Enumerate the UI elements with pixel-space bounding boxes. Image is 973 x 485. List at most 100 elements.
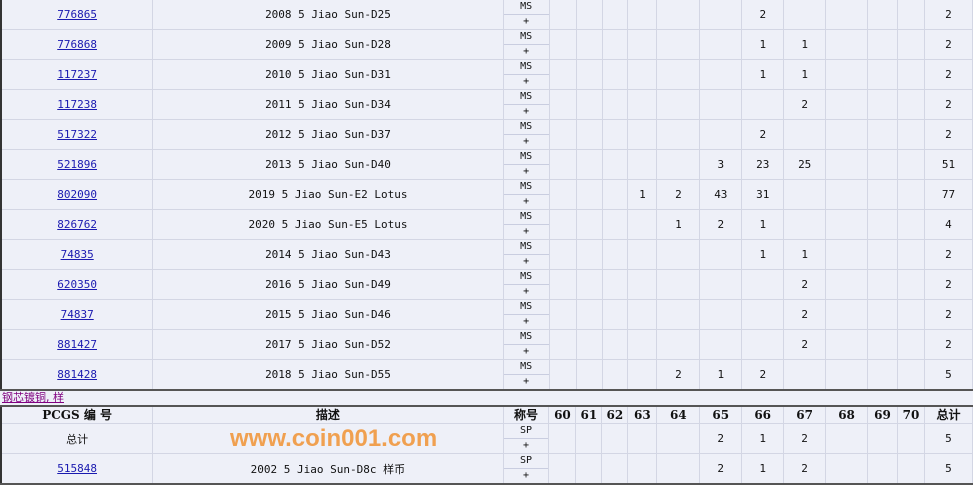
grade-label: MS — [504, 301, 549, 315]
grade-count-cell — [867, 89, 899, 120]
grade-count-cell — [741, 89, 785, 120]
total-cell: 2 — [923, 299, 973, 330]
grade-count-cell — [601, 59, 629, 90]
grade-count-cell — [656, 29, 701, 60]
grade-count-cell — [656, 423, 701, 454]
grade-count-cell — [656, 269, 701, 300]
grade-count-cell — [601, 453, 629, 485]
grade-label: + — [523, 226, 530, 237]
pcgs-id-link[interactable]: 826762 — [57, 218, 98, 231]
grade-count-cell — [575, 59, 603, 90]
pcgs-id-cell: 517322 — [0, 119, 154, 150]
pcgs-id-link[interactable]: 776865 — [57, 8, 98, 21]
description-cell: 2009 5 Jiao Sun-D28 — [152, 29, 504, 60]
pcgs-id-link[interactable]: 74835 — [60, 248, 94, 261]
grade-cell: MS + — [502, 239, 550, 270]
grade-cell: MS + — [502, 359, 550, 391]
pcgs-id-link[interactable]: 521896 — [57, 158, 98, 171]
grade-count-cell: 3 — [699, 149, 743, 180]
grade-count-cell — [601, 89, 629, 120]
grade-count-cell: 1 — [741, 209, 785, 240]
total-cell: 5 — [923, 453, 973, 485]
column-header: 称号 — [502, 405, 550, 424]
grade-count-cell — [897, 239, 925, 270]
grade-count-cell — [897, 329, 925, 360]
grade-count-cell — [548, 179, 577, 210]
grade-count-cell: 1 — [741, 29, 785, 60]
grade-label: MS — [504, 1, 549, 15]
grade-label: + — [523, 376, 530, 387]
column-header: 总计 — [923, 405, 973, 424]
grade-count-cell — [656, 453, 701, 485]
grade-count-cell — [548, 423, 577, 454]
grade-label: MS — [504, 211, 549, 225]
grade-count-cell — [897, 359, 925, 391]
grade-count-cell — [548, 359, 577, 391]
pcgs-id-link[interactable]: 881428 — [57, 368, 98, 381]
grade-label: + — [523, 46, 530, 57]
table-row: 517322 2012 5 Jiao Sun-D37 MS +2 2 — [0, 119, 973, 150]
grade-count-cell — [825, 299, 869, 330]
grade-label: + — [523, 256, 530, 267]
grade-count-cell — [548, 239, 577, 270]
grade-count-cell — [548, 0, 577, 30]
grade-label: SP — [504, 454, 548, 469]
column-header: 69 — [867, 405, 898, 424]
pcgs-id-cell: 521896 — [0, 149, 154, 180]
description-cell: 2015 5 Jiao Sun-D46 — [152, 299, 504, 330]
grade-count-cell: 2 — [783, 453, 827, 485]
pcgs-id-link[interactable]: 776868 — [57, 38, 98, 51]
pcgs-id-cell: 776868 — [0, 29, 154, 60]
grade-count-cell — [825, 209, 869, 240]
grade-count-cell: 1 — [741, 423, 785, 454]
column-header: 66 — [741, 405, 785, 424]
pcgs-id-link[interactable]: 74837 — [60, 308, 94, 321]
grade-cell: MS + — [502, 59, 550, 90]
total-cell: 2 — [923, 89, 973, 120]
pcgs-id-cell: 802090 — [0, 179, 154, 210]
grade-count-cell — [627, 423, 658, 454]
grade-count-cell — [656, 149, 701, 180]
grade-count-cell — [825, 29, 869, 60]
grade-count-cell: 2 — [783, 269, 827, 300]
total-cell: 2 — [923, 239, 973, 270]
pcgs-id-link[interactable]: 881427 — [57, 338, 98, 351]
grade-cell: MS + — [502, 269, 550, 300]
column-header: 68 — [825, 405, 869, 424]
grade-cell: MS + — [502, 179, 550, 210]
grade-count-cell: 2 — [783, 299, 827, 330]
grade-count-cell: 1 — [783, 29, 827, 60]
total-cell: 2 — [923, 119, 973, 150]
description-cell: 2020 5 Jiao Sun-E5 Lotus — [152, 209, 504, 240]
grade-count-cell — [897, 179, 925, 210]
grade-count-cell: 2 — [783, 329, 827, 360]
total-cell: 2 — [923, 329, 973, 360]
pcgs-id-link[interactable]: 517322 — [57, 128, 98, 141]
description-cell: 2014 5 Jiao Sun-D43 — [152, 239, 504, 270]
grade-count-cell — [741, 299, 785, 330]
grade-label: MS — [504, 271, 549, 285]
pcgs-id-link[interactable]: 117237 — [57, 68, 98, 81]
grade-count-cell — [867, 209, 899, 240]
grade-count-cell — [548, 119, 577, 150]
total-cell: 2 — [923, 59, 973, 90]
pcgs-id-link[interactable]: 620350 — [57, 278, 98, 291]
grade-count-cell — [627, 329, 658, 360]
grade-count-cell — [699, 329, 743, 360]
grade-count-cell — [699, 0, 743, 30]
pcgs-id-link[interactable]: 802090 — [57, 188, 98, 201]
description-cell: 2017 5 Jiao Sun-D52 — [152, 329, 504, 360]
pcgs-id-link[interactable]: 117238 — [57, 98, 98, 111]
grade-count-cell — [601, 299, 629, 330]
pcgs-id-link[interactable]: 515848 — [57, 462, 97, 475]
grade-count-cell — [548, 299, 577, 330]
section-caption-link[interactable]: 钢芯镀铜, 样 — [2, 391, 64, 404]
grade-label: MS — [504, 91, 549, 105]
grade-label: + — [523, 16, 530, 27]
specimen-table: PCGS 编 号描述 称号 60 61 62 63 64 65 66 67 68 69 70 总计 总计 SP… — [0, 405, 973, 485]
grade-count-cell: 2 — [783, 423, 827, 454]
grade-count-cell — [783, 179, 827, 210]
grade-count-cell — [656, 299, 701, 330]
grade-count-cell — [825, 239, 869, 270]
description-cell: 2018 5 Jiao Sun-D55 — [152, 359, 504, 391]
